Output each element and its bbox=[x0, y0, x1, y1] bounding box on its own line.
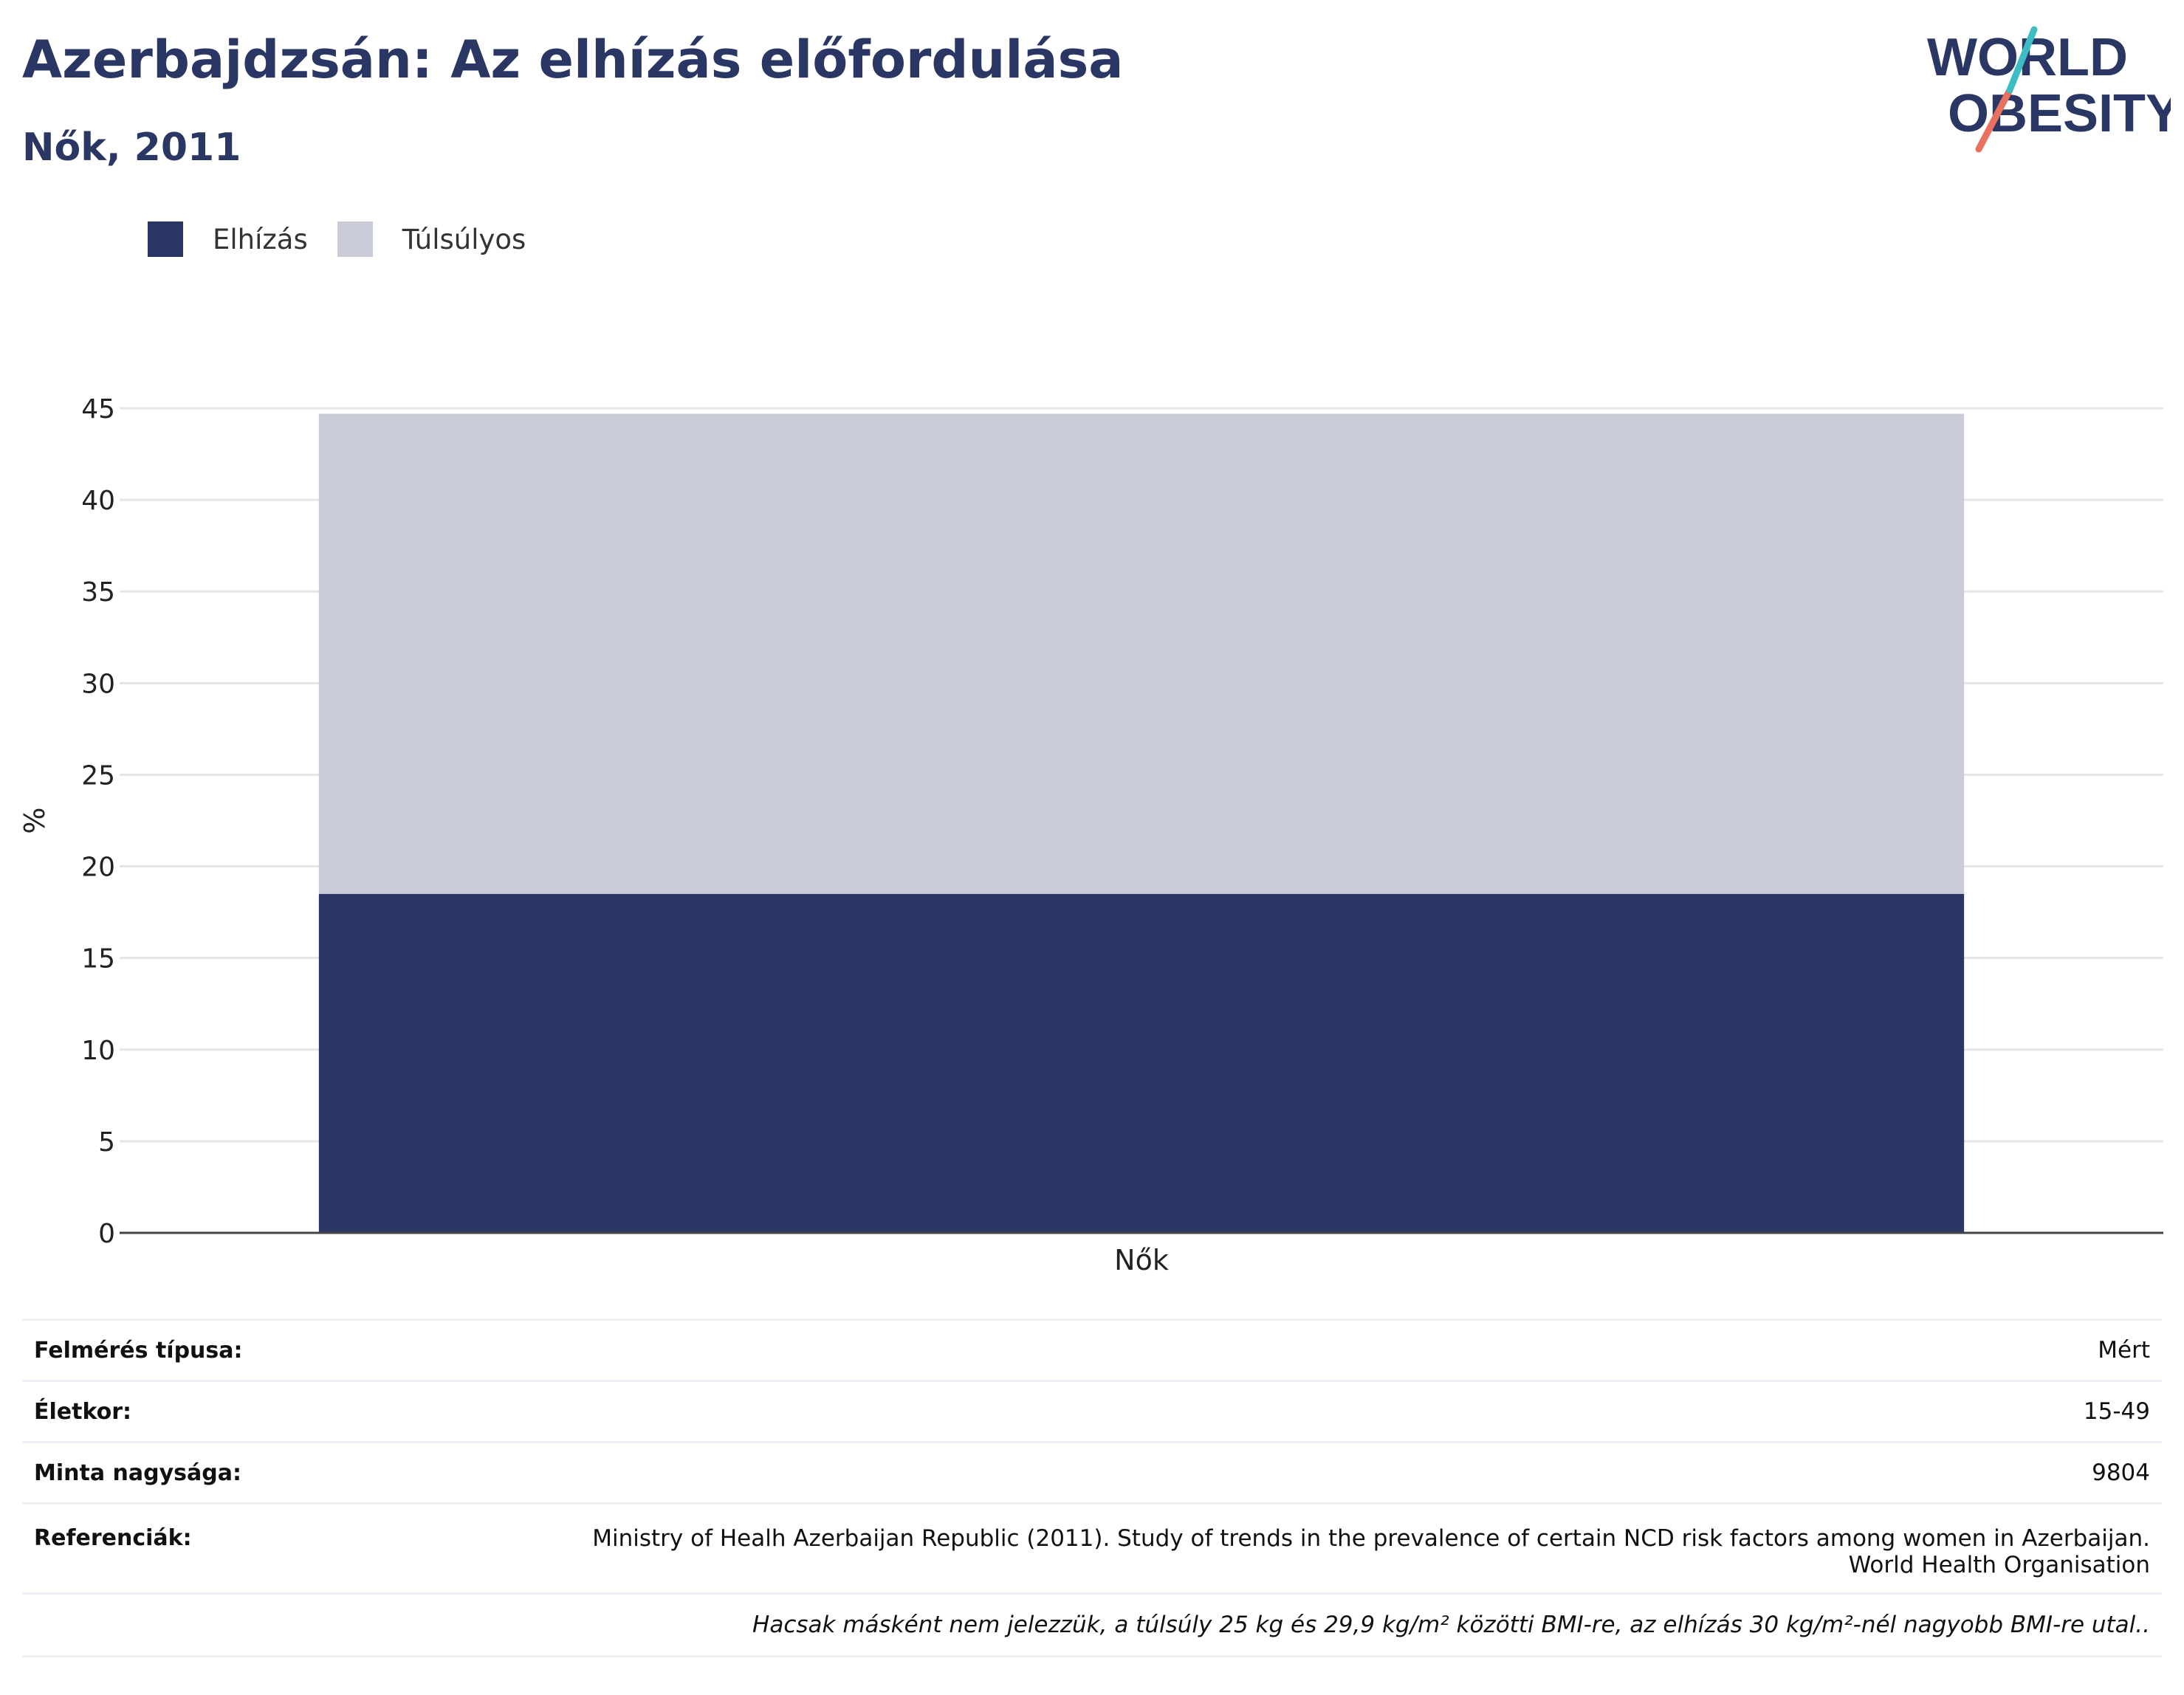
legend-swatch-obesity bbox=[148, 221, 183, 257]
bar-obesity bbox=[318, 893, 1965, 1233]
x-tick-label: Nők bbox=[1114, 1244, 1169, 1276]
chart-legend: Elhízás Túlsúlyos bbox=[148, 219, 555, 260]
sample-value: 9804 bbox=[2092, 1460, 2150, 1486]
legend-swatch-overweight bbox=[337, 221, 373, 257]
info-row-references: Referenciák: Ministry of Healh Azerbaija… bbox=[22, 1502, 2162, 1592]
bar-overweight bbox=[318, 413, 1965, 894]
legend-label-obesity: Elhízás bbox=[213, 223, 308, 255]
legend-item-overweight[interactable]: Túlsúlyos bbox=[337, 221, 526, 257]
y-tick-label: 10 bbox=[81, 1036, 115, 1066]
legend-item-obesity[interactable]: Elhízás bbox=[148, 221, 308, 257]
sample-label: Minta nagysága: bbox=[34, 1460, 241, 1486]
y-tick-label: 5 bbox=[98, 1127, 115, 1158]
reference-line-1: Ministry of Healh Azerbaijan Republic (2… bbox=[592, 1525, 2150, 1552]
logo-line1: WORLD bbox=[1927, 28, 2128, 87]
survey-value: Mért bbox=[2098, 1337, 2150, 1364]
info-row-note: Hacsak másként nem jelezzük, a túlsúly 2… bbox=[22, 1592, 2162, 1657]
info-row-sample: Minta nagysága: 9804 bbox=[22, 1441, 2162, 1502]
y-tick-label: 20 bbox=[81, 853, 115, 883]
y-tick-label: 0 bbox=[98, 1219, 115, 1249]
y-tick-label: 35 bbox=[81, 577, 115, 608]
y-tick-label: 40 bbox=[81, 486, 115, 516]
info-table: Felmérés típusa: Mért Életkor: 15-49 Min… bbox=[22, 1318, 2162, 1657]
y-axis-title: % bbox=[18, 807, 51, 833]
references-value: Ministry of Healh Azerbaijan Republic (2… bbox=[592, 1525, 2150, 1578]
age-label: Életkor: bbox=[34, 1398, 132, 1425]
logo-line2: OBESITY bbox=[1948, 84, 2171, 143]
world-obesity-logo: WORLD OBESITY bbox=[1927, 26, 2171, 153]
bmi-note: Hacsak másként nem jelezzük, a túlsúly 2… bbox=[752, 1612, 2150, 1638]
chart-title: Azerbajdzsán: Az elhízás előfordulása bbox=[22, 30, 1124, 90]
info-row-survey: Felmérés típusa: Mért bbox=[22, 1318, 2162, 1380]
reference-line-2: World Health Organisation bbox=[1848, 1552, 2150, 1578]
y-tick-label: 45 bbox=[81, 394, 115, 424]
references-label: Referenciák: bbox=[34, 1525, 192, 1551]
legend-label-overweight: Túlsúlyos bbox=[402, 223, 526, 255]
y-tick-label: 25 bbox=[81, 760, 115, 791]
y-tick-label: 30 bbox=[81, 669, 115, 699]
info-row-age: Életkor: 15-49 bbox=[22, 1380, 2162, 1441]
y-tick-label: 15 bbox=[81, 944, 115, 974]
survey-label: Felmérés típusa: bbox=[34, 1337, 243, 1364]
stacked-bar-chart: 0 5 10 15 20 25 30 35 40 45 Nők% bbox=[18, 394, 2163, 1276]
chart-subtitle: Nők, 2011 bbox=[22, 126, 241, 170]
age-value: 15-49 bbox=[2083, 1398, 2150, 1425]
